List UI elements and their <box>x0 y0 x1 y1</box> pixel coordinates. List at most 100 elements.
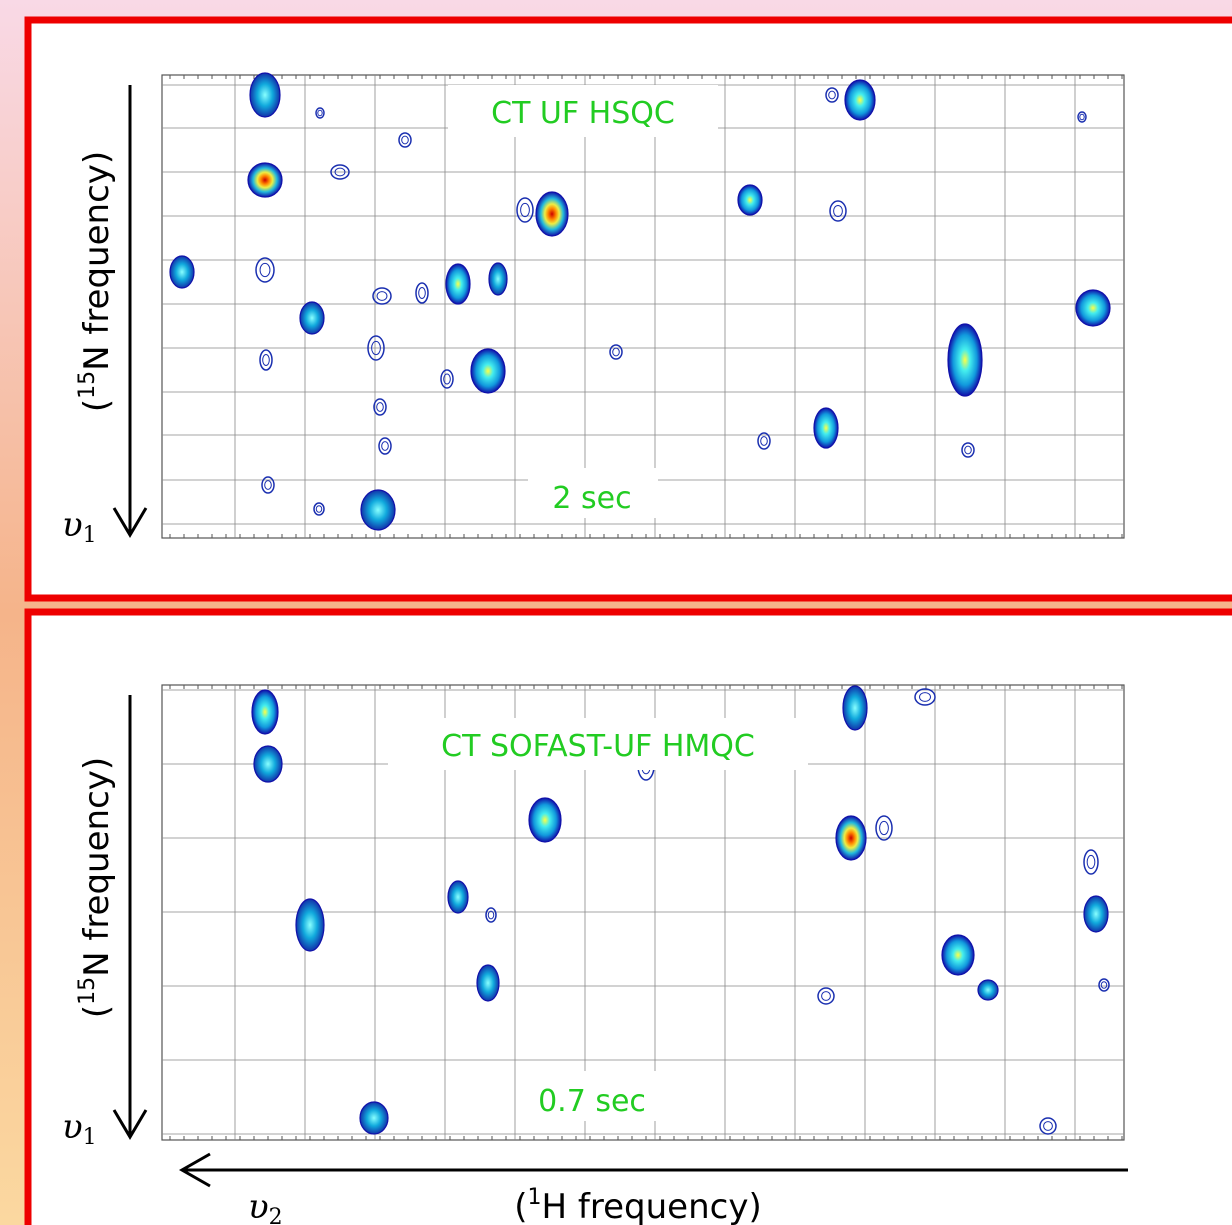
peak <box>295 898 325 952</box>
peak-contour <box>401 135 409 145</box>
peak-contour <box>919 692 931 702</box>
acquisition-time: 2 sec <box>552 481 631 516</box>
peak-contour <box>487 910 495 920</box>
peak <box>947 323 983 397</box>
peak <box>249 72 281 118</box>
peak-contour <box>760 436 768 446</box>
peak-contour <box>964 445 972 455</box>
peak-contour <box>372 287 392 305</box>
peak-contour <box>828 90 836 100</box>
y-label-sup: 15 <box>75 977 100 1005</box>
peak-contour <box>264 480 272 490</box>
peak-contour <box>1039 1117 1057 1135</box>
peak <box>835 815 867 861</box>
panel-title: CT SOFAST-UF HMQC <box>441 729 755 764</box>
peak-contour <box>833 205 843 217</box>
peak-contour <box>317 109 323 117</box>
y-label-part: ( <box>77 1005 117 1018</box>
peak-contour <box>757 432 771 450</box>
y-axis-symbol: υ1 <box>62 1107 97 1150</box>
peak-contour <box>367 335 385 361</box>
panel-title: CT UF HSQC <box>491 96 675 131</box>
peak-contour <box>1086 854 1096 870</box>
peak-contour <box>261 476 275 494</box>
peak-contour <box>313 502 325 516</box>
y-label-part: N frequency) <box>77 757 117 977</box>
peak <box>470 348 506 394</box>
peak-contour <box>516 197 534 223</box>
y-axis-label: (15N frequency) <box>75 151 117 412</box>
y-label-sup: 15 <box>75 371 100 399</box>
peak-contour <box>378 437 392 455</box>
peak-contour <box>373 398 387 416</box>
peak <box>737 184 763 216</box>
y-axis-symbol-main: υ <box>62 1107 83 1147</box>
peak-contour <box>1100 981 1108 989</box>
peak <box>977 979 999 1001</box>
peak-contour <box>520 202 530 218</box>
peak <box>844 79 876 121</box>
peak <box>247 162 283 198</box>
time-box <box>528 1071 658 1121</box>
peak-contour <box>418 287 426 299</box>
plot-area <box>161 74 1125 539</box>
peak-contour <box>612 347 620 357</box>
y-axis-symbol-main: υ <box>62 505 83 545</box>
peak-contour <box>485 907 497 923</box>
x-arrow-head <box>178 1152 211 1188</box>
peak <box>253 745 283 783</box>
peak-contour <box>829 200 847 222</box>
peak-contour <box>1043 1121 1053 1131</box>
peak-contour <box>259 349 273 371</box>
y-label-part: N frequency) <box>77 151 117 371</box>
peak <box>535 191 569 237</box>
y-arrow-head <box>112 1109 148 1140</box>
title-box <box>448 85 718 137</box>
peak <box>476 964 500 1002</box>
time-box <box>528 468 658 518</box>
peak <box>251 689 279 735</box>
title-box <box>388 718 808 770</box>
peak-contour <box>875 815 893 841</box>
peak-contour <box>914 688 936 706</box>
peak-contour <box>961 442 975 458</box>
peak-contour <box>443 373 451 385</box>
acquisition-time: 0.7 sec <box>538 1084 646 1119</box>
peak-contour <box>315 505 323 513</box>
peak-contour <box>817 987 835 1005</box>
spectrum-panel: CT UF HSQC 2 sec υ1 (15N frequency) <box>62 72 1125 548</box>
peak-contour <box>262 354 270 366</box>
x-axis-label: (1H frequency) <box>514 1185 761 1225</box>
peak <box>941 934 975 976</box>
peak-contour <box>1098 978 1110 992</box>
peak <box>299 301 325 335</box>
peak-contour <box>825 87 839 103</box>
peak <box>360 489 396 531</box>
peak-contour <box>376 402 384 412</box>
peak-contour <box>371 340 381 356</box>
peak-contour <box>415 282 429 304</box>
peak <box>813 407 839 449</box>
peak-contour <box>879 820 889 836</box>
peak-contour <box>1079 113 1085 121</box>
peak <box>447 880 469 914</box>
peak <box>1083 895 1109 933</box>
y-label-part: ( <box>77 399 117 412</box>
peak <box>842 685 868 731</box>
peak <box>359 1101 389 1135</box>
peak-contour <box>381 441 389 451</box>
peak-contour <box>609 344 623 360</box>
y-axis-symbol-sub: 1 <box>83 1125 97 1150</box>
peak-contour <box>376 291 388 301</box>
peak-contour <box>1083 849 1099 875</box>
peak-contour <box>1077 111 1087 123</box>
peak-contour <box>330 164 350 180</box>
y-arrow-head <box>112 507 148 538</box>
peak-contour <box>259 262 271 278</box>
peak <box>1075 289 1111 327</box>
peak <box>528 797 562 843</box>
spectrum-panel: CT SOFAST-UF HMQC 0.7 sec υ1 (15N frequency… <box>62 684 1125 1150</box>
peak-contour <box>398 132 412 148</box>
peak <box>488 262 508 296</box>
